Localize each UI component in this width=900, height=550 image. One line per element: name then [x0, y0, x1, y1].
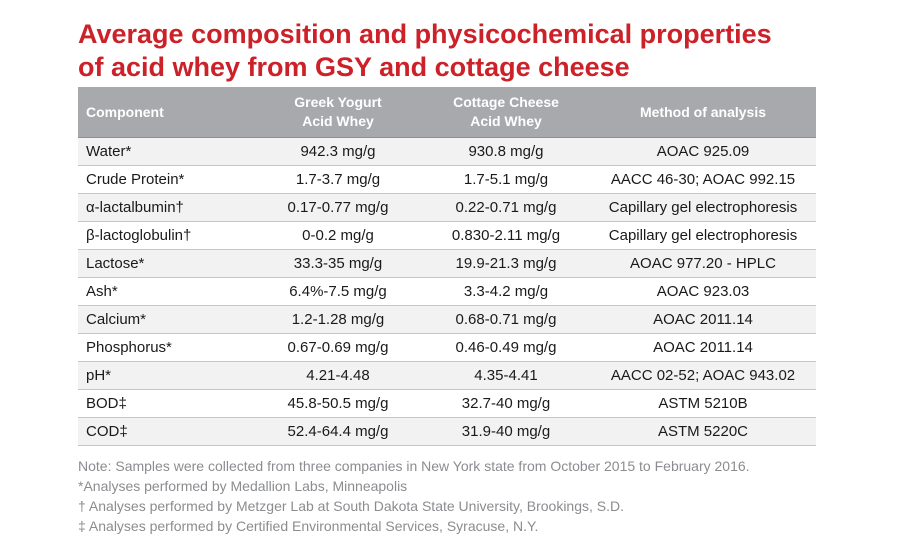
cell-method: AOAC 2011.14 [590, 333, 816, 362]
cell-component: α-lactalbumin† [78, 193, 254, 222]
cell-component: Crude Protein* [78, 165, 254, 194]
cell-component: Ash* [78, 277, 254, 306]
cell-cottage-cheese: 31.9-40 mg/g [422, 417, 590, 446]
table-row: Calcium* 1.2-1.28 mg/g 0.68-0.71 mg/g AOAC … [78, 305, 816, 334]
table-header: Component Greek Yogurt Acid Whey Cottage… [78, 87, 816, 138]
cell-method: AOAC 923.03 [590, 277, 816, 306]
cell-cottage-cheese: 32.7-40 mg/g [422, 389, 590, 418]
table-row: pH* 4.21-4.48 4.35-4.41 AACC 02-52; AOAC 94… [78, 361, 816, 390]
cell-greek-yogurt: 0.67-0.69 mg/g [254, 333, 422, 362]
cell-component: Lactose* [78, 249, 254, 278]
cell-method: AACC 02-52; AOAC 943.02 [590, 361, 816, 390]
table-row: Crude Protein* 1.7-3.7 mg/g 1.7-5.1 mg/g AA… [78, 165, 816, 194]
title-line-1: Average composition and physicochemical … [78, 19, 772, 49]
table-row: β-lactoglobulin† 0-0.2 mg/g 0.830-2.11 mg/… [78, 221, 816, 250]
cell-cottage-cheese: 0.46-0.49 mg/g [422, 333, 590, 362]
cell-greek-yogurt: 1.7-3.7 mg/g [254, 165, 422, 194]
cell-greek-yogurt: 0.17-0.77 mg/g [254, 193, 422, 222]
composition-table: Component Greek Yogurt Acid Whey Cottage… [78, 87, 816, 446]
cell-cottage-cheese: 1.7-5.1 mg/g [422, 165, 590, 194]
cell-greek-yogurt: 4.21-4.48 [254, 361, 422, 390]
table-row: α-lactalbumin† 0.17-0.77 mg/g 0.22-0.71 mg… [78, 193, 816, 222]
cell-greek-yogurt: 33.3-35 mg/g [254, 249, 422, 278]
cell-method: AOAC 977.20 - HPLC [590, 249, 816, 278]
cell-cottage-cheese: 930.8 mg/g [422, 137, 590, 166]
table-body: Water* 942.3 mg/g 930.8 mg/g AOAC 925.09 Cru… [78, 137, 816, 446]
cell-greek-yogurt: 45.8-50.5 mg/g [254, 389, 422, 418]
cell-greek-yogurt: 1.2-1.28 mg/g [254, 305, 422, 334]
footnote-line: *Analyses performed by Medallion Labs, M… [78, 478, 408, 494]
note-line: Note: Samples were collected from three … [78, 458, 750, 474]
cell-cottage-cheese: 4.35-4.41 [422, 361, 590, 390]
cell-method: Capillary gel electrophoresis [590, 221, 816, 250]
table-row: Lactose* 33.3-35 mg/g 19.9-21.3 mg/g AOAC 9… [78, 249, 816, 278]
cell-component: BOD‡ [78, 389, 254, 418]
table-row: Water* 942.3 mg/g 930.8 mg/g AOAC 925.09 [78, 137, 816, 166]
header-greek-yogurt: Greek Yogurt Acid Whey [254, 87, 422, 138]
cell-cottage-cheese: 3.3-4.2 mg/g [422, 277, 590, 306]
cell-component: pH* [78, 361, 254, 390]
header-row: Component Greek Yogurt Acid Whey Cottage… [78, 87, 816, 138]
cell-component: Phosphorus* [78, 333, 254, 362]
cell-cottage-cheese: 0.22-0.71 mg/g [422, 193, 590, 222]
cell-method: ASTM 5220C [590, 417, 816, 446]
cell-component: Calcium* [78, 305, 254, 334]
footnote-line: ‡ Analyses performed by Certified Enviro… [78, 518, 539, 534]
cell-greek-yogurt: 52.4-64.4 mg/g [254, 417, 422, 446]
table-row: Ash* 6.4%-7.5 mg/g 3.3-4.2 mg/g AOAC 923.03 [78, 277, 816, 306]
cell-greek-yogurt: 0-0.2 mg/g [254, 221, 422, 250]
cell-greek-yogurt: 6.4%-7.5 mg/g [254, 277, 422, 306]
title-line-2: of acid whey from GSY and cottage cheese [78, 52, 630, 82]
cell-method: AOAC 925.09 [590, 137, 816, 166]
table-row: BOD‡ 45.8-50.5 mg/g 32.7-40 mg/g ASTM 5210B [78, 389, 816, 418]
cell-cottage-cheese: 19.9-21.3 mg/g [422, 249, 590, 278]
cell-component: β-lactoglobulin† [78, 221, 254, 250]
cell-method: AOAC 2011.14 [590, 305, 816, 334]
header-method: Method of analysis [590, 87, 816, 138]
cell-cottage-cheese: 0.830-2.11 mg/g [422, 221, 590, 250]
cell-cottage-cheese: 0.68-0.71 mg/g [422, 305, 590, 334]
header-cottage-line-1: Cottage Cheese [453, 94, 559, 110]
table-row: Phosphorus* 0.67-0.69 mg/g 0.46-0.49 mg/g A… [78, 333, 816, 362]
cell-component: COD‡ [78, 417, 254, 446]
header-greek-line-2: Acid Whey [302, 113, 374, 129]
cell-method: Capillary gel electrophoresis [590, 193, 816, 222]
cell-method: AACC 46-30; AOAC 992.15 [590, 165, 816, 194]
header-greek-line-1: Greek Yogurt [294, 94, 382, 110]
table-row: COD‡ 52.4-64.4 mg/g 31.9-40 mg/g ASTM 5220C [78, 417, 816, 446]
footnotes: Note: Samples were collected from three … [78, 456, 878, 536]
page-title: Average composition and physicochemical … [78, 18, 858, 84]
header-component: Component [78, 87, 254, 138]
cell-greek-yogurt: 942.3 mg/g [254, 137, 422, 166]
cell-method: ASTM 5210B [590, 389, 816, 418]
header-cottage-line-2: Acid Whey [470, 113, 542, 129]
header-cottage-cheese: Cottage Cheese Acid Whey [422, 87, 590, 138]
footnote-line: † Analyses performed by Metzger Lab at S… [78, 498, 625, 514]
cell-component: Water* [78, 137, 254, 166]
